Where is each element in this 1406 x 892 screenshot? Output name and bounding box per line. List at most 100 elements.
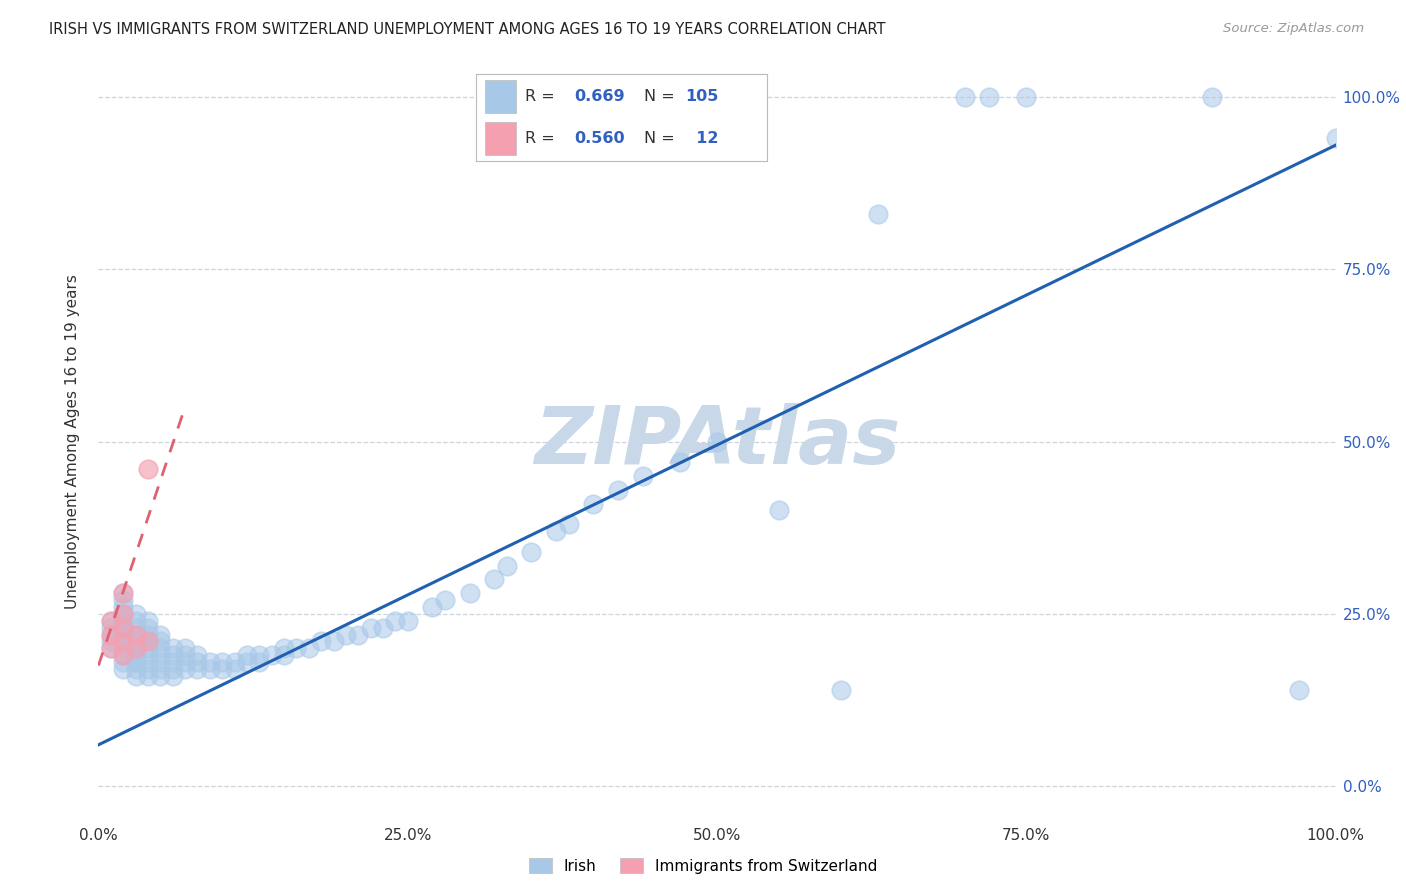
Point	[136, 641, 159, 656]
Point	[136, 655, 159, 669]
Point	[112, 593, 135, 607]
Point	[124, 607, 146, 621]
Text: ZIPAtlas: ZIPAtlas	[534, 402, 900, 481]
Point	[112, 621, 135, 635]
Point	[112, 599, 135, 614]
Point	[124, 621, 146, 635]
Point	[224, 662, 246, 676]
Point	[371, 621, 394, 635]
Point	[136, 621, 159, 635]
Y-axis label: Unemployment Among Ages 16 to 19 years: Unemployment Among Ages 16 to 19 years	[65, 274, 80, 609]
Point	[124, 669, 146, 683]
Point	[124, 648, 146, 663]
Point	[100, 627, 122, 641]
Point	[224, 655, 246, 669]
Point	[520, 545, 543, 559]
Point	[112, 655, 135, 669]
Point	[484, 573, 506, 587]
Point	[112, 627, 135, 641]
Point	[979, 90, 1001, 104]
Point	[247, 655, 270, 669]
Point	[298, 641, 321, 656]
Point	[1015, 90, 1038, 104]
Point	[136, 614, 159, 628]
Point	[396, 614, 419, 628]
Point	[260, 648, 283, 663]
Point	[322, 634, 344, 648]
Point	[186, 648, 208, 663]
Point	[211, 655, 233, 669]
Legend: Irish, Immigrants from Switzerland: Irish, Immigrants from Switzerland	[523, 852, 883, 880]
Point	[136, 462, 159, 476]
Point	[124, 655, 146, 669]
Point	[149, 655, 172, 669]
Point	[458, 586, 481, 600]
Point	[198, 662, 221, 676]
Point	[112, 634, 135, 648]
Point	[422, 599, 444, 614]
Point	[112, 586, 135, 600]
Point	[360, 621, 382, 635]
Point	[174, 662, 197, 676]
Point	[124, 641, 146, 656]
Point	[149, 634, 172, 648]
Point	[247, 648, 270, 663]
Point	[112, 607, 135, 621]
Point	[607, 483, 630, 497]
Point	[112, 648, 135, 663]
Point	[211, 662, 233, 676]
Point	[149, 648, 172, 663]
Point	[1288, 682, 1310, 697]
Point	[149, 669, 172, 683]
Point	[100, 614, 122, 628]
Point	[273, 648, 295, 663]
Point	[112, 634, 135, 648]
Point	[112, 621, 135, 635]
Point	[953, 90, 976, 104]
Point	[124, 634, 146, 648]
Point	[124, 648, 146, 663]
Point	[124, 627, 146, 641]
Point	[149, 662, 172, 676]
Point	[149, 627, 172, 641]
Point	[112, 586, 135, 600]
Point	[124, 627, 146, 641]
Point	[198, 655, 221, 669]
Point	[495, 558, 517, 573]
Point	[546, 524, 568, 538]
Point	[347, 627, 370, 641]
Point	[557, 517, 579, 532]
Point	[830, 682, 852, 697]
Point	[768, 503, 790, 517]
Point	[112, 607, 135, 621]
Point	[112, 662, 135, 676]
Point	[136, 648, 159, 663]
Point	[174, 655, 197, 669]
Point	[174, 648, 197, 663]
Text: IRISH VS IMMIGRANTS FROM SWITZERLAND UNEMPLOYMENT AMONG AGES 16 TO 19 YEARS CORR: IRISH VS IMMIGRANTS FROM SWITZERLAND UNE…	[49, 22, 886, 37]
Point	[136, 662, 159, 676]
Point	[174, 641, 197, 656]
Point	[112, 614, 135, 628]
Point	[124, 614, 146, 628]
Point	[1324, 131, 1347, 145]
Point	[100, 641, 122, 656]
Point	[136, 634, 159, 648]
Point	[124, 655, 146, 669]
Point	[136, 634, 159, 648]
Point	[112, 627, 135, 641]
Point	[100, 634, 122, 648]
Point	[162, 648, 184, 663]
Point	[186, 662, 208, 676]
Point	[285, 641, 308, 656]
Point	[162, 669, 184, 683]
Point	[186, 655, 208, 669]
Point	[433, 593, 456, 607]
Point	[384, 614, 406, 628]
Point	[112, 648, 135, 663]
Point	[100, 641, 122, 656]
Point	[309, 634, 332, 648]
Point	[124, 641, 146, 656]
Point	[669, 455, 692, 469]
Point	[100, 621, 122, 635]
